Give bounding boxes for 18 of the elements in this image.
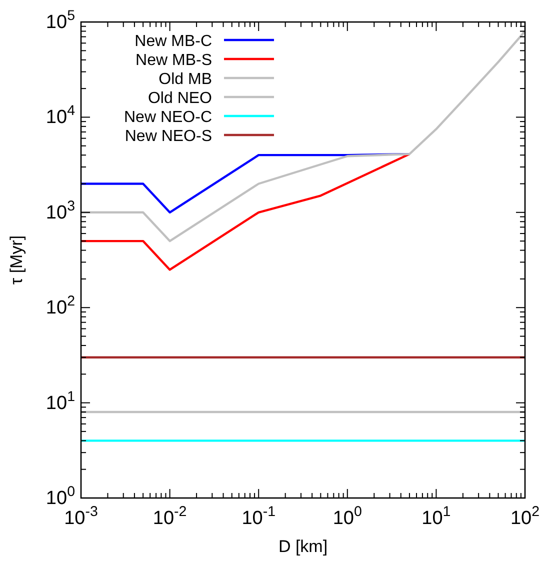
y-tick-label: 10$^{5}$: [46, 8, 76, 33]
legend-label: New NEO-C: [124, 109, 212, 126]
y-tick-label: 10$^{3}$: [46, 198, 76, 224]
x-tick-label: 10$^{-2}$: [152, 504, 187, 529]
y-axis-title: τ [Myr]: [7, 235, 26, 285]
legend-label: Old NEO: [148, 90, 212, 107]
x-tick-label: 10$^{1}$: [422, 504, 451, 529]
y-tick-label: 10$^{1}$: [46, 388, 76, 414]
x-axis-title: D [km]: [278, 537, 328, 556]
x-tick-label: 10$^{0}$: [332, 504, 362, 529]
legend-label: New MB-C: [134, 33, 212, 50]
x-tick-label: 10$^{-1}$: [242, 504, 276, 529]
legend-label: Old MB: [158, 71, 212, 88]
y-tick-label: 10$^{4}$: [46, 103, 76, 128]
y-tick-label: 10$^{2}$: [46, 294, 76, 319]
legend-label: New MB-S: [136, 52, 212, 69]
x-tick-label: 10$^{2}$: [510, 504, 540, 529]
legend-label: New NEO-S: [124, 128, 212, 145]
